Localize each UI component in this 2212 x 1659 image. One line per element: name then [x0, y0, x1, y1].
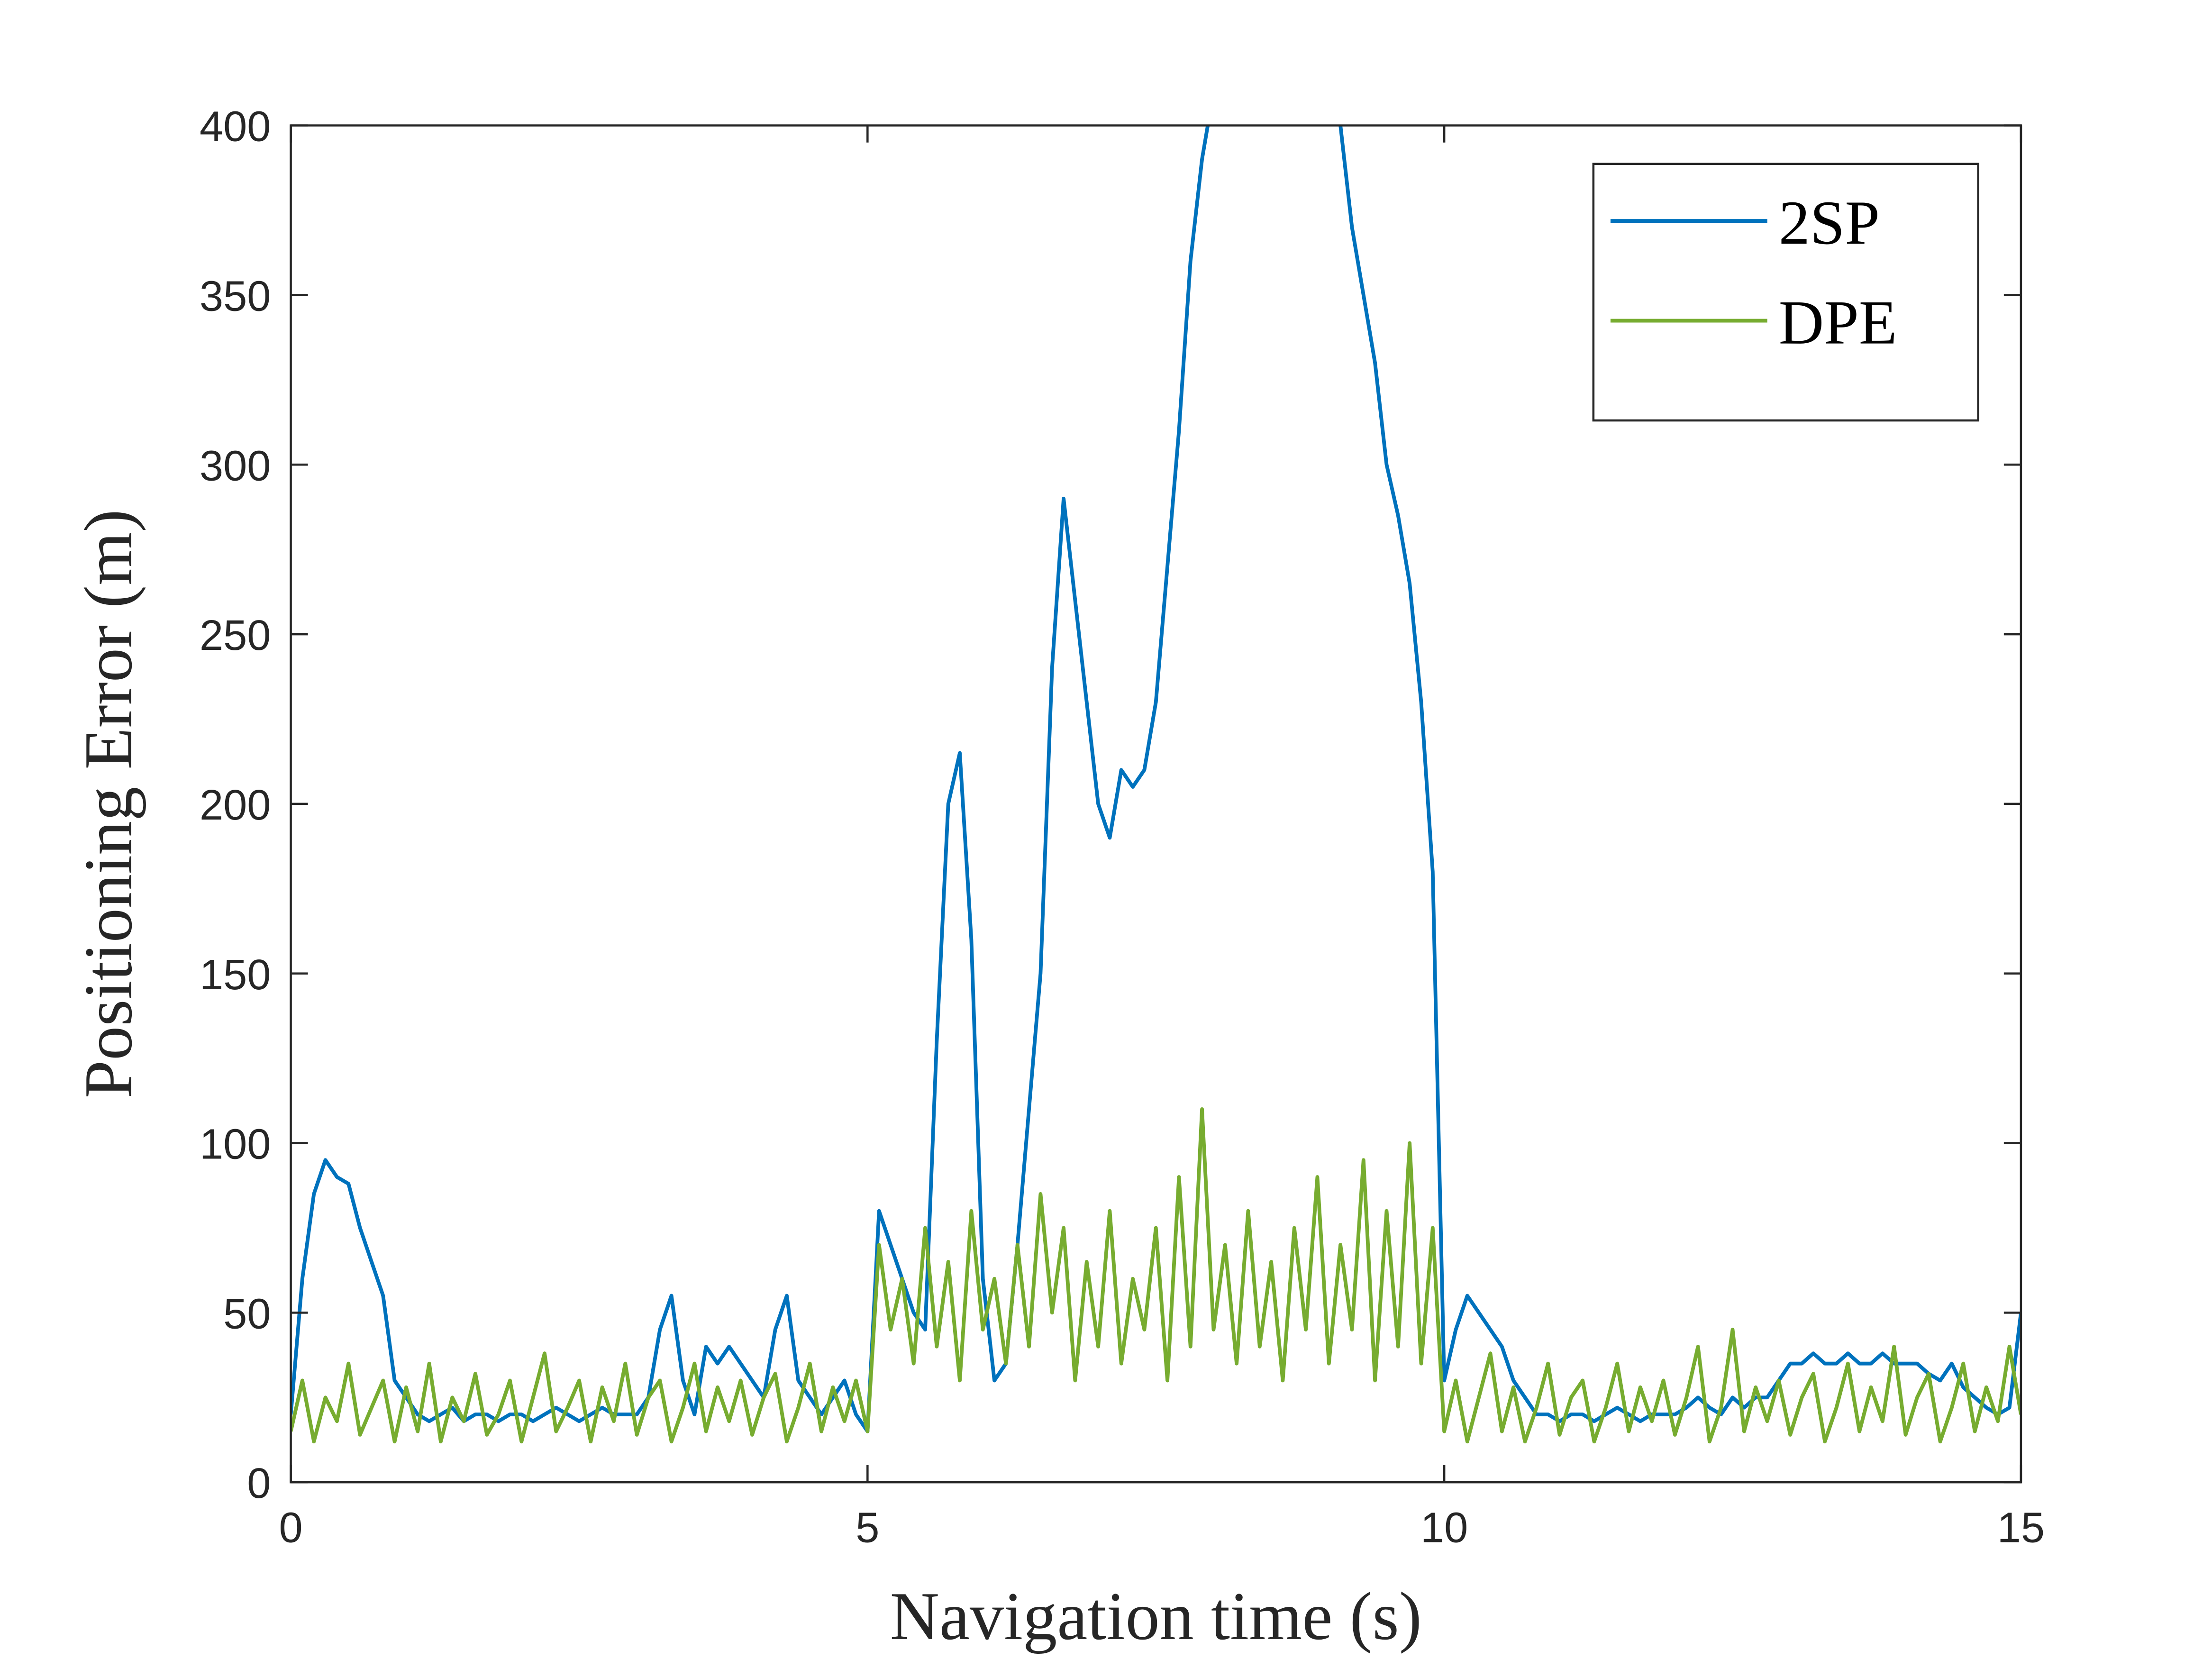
y-tick-label: 250	[200, 611, 271, 659]
x-tick-label: 15	[1997, 1504, 2045, 1551]
legend-label: DPE	[1779, 288, 1897, 357]
y-tick-label: 150	[200, 951, 271, 999]
x-tick-label: 10	[1420, 1504, 1468, 1551]
legend-box	[1592, 163, 1979, 422]
y-tick-label: 300	[200, 442, 271, 490]
legend-label: 2SP	[1779, 188, 1880, 257]
y-tick-label: 400	[200, 103, 271, 151]
x-tick-label: 0	[279, 1504, 302, 1551]
x-axis-label: Navigation time (s)	[890, 1578, 1422, 1654]
y-tick-label: 350	[200, 272, 271, 320]
x-tick-label: 5	[856, 1504, 879, 1551]
y-axis-label: Positioning Error (m)	[71, 510, 146, 1099]
plot-lines	[291, 125, 2021, 1444]
series-line	[291, 125, 2021, 1433]
y-tick-label: 50	[223, 1290, 271, 1338]
y-tick-label: 100	[200, 1121, 271, 1168]
y-tick-label: 0	[247, 1459, 271, 1507]
series-line	[291, 1107, 2021, 1444]
y-tick-label: 200	[200, 781, 271, 829]
